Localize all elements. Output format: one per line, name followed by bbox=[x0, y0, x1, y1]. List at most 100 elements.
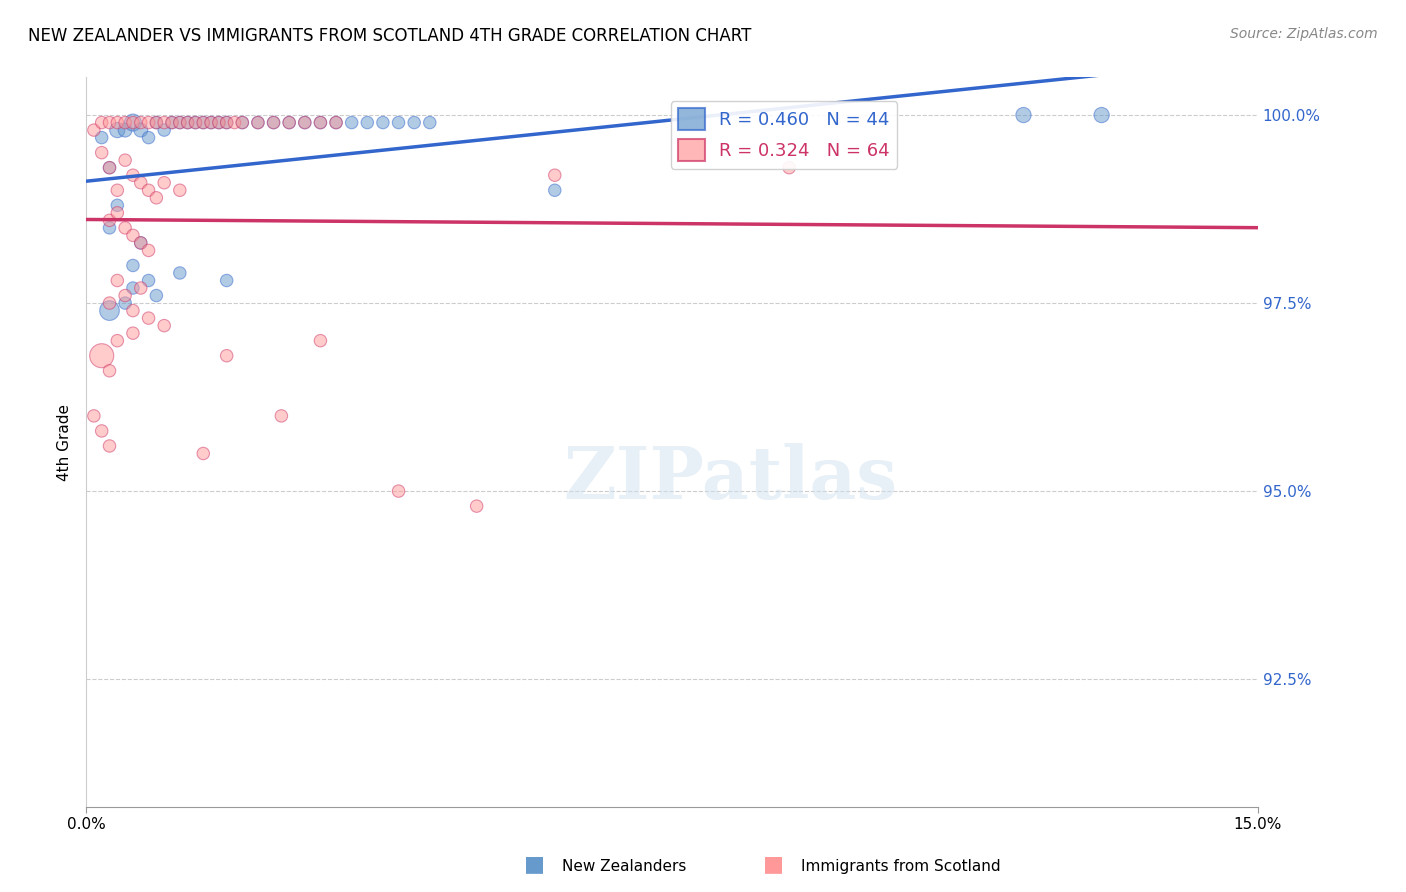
Point bbox=[129, 235, 152, 250]
Point bbox=[215, 273, 238, 287]
Point bbox=[224, 115, 246, 129]
Point bbox=[176, 115, 198, 129]
Point bbox=[263, 115, 285, 129]
Point bbox=[138, 130, 160, 145]
Point bbox=[340, 115, 363, 129]
Text: ■: ■ bbox=[524, 855, 544, 874]
Point bbox=[114, 288, 136, 302]
Point bbox=[98, 213, 121, 227]
Point bbox=[122, 303, 145, 318]
Point bbox=[122, 228, 145, 243]
Point bbox=[114, 115, 136, 129]
Point bbox=[1091, 108, 1114, 122]
Point bbox=[105, 115, 128, 129]
Point bbox=[176, 115, 198, 129]
Point bbox=[122, 115, 145, 129]
Point bbox=[208, 115, 231, 129]
Point bbox=[465, 499, 488, 513]
Point bbox=[145, 115, 167, 129]
Point bbox=[278, 115, 301, 129]
Point bbox=[98, 303, 121, 318]
Legend: R = 0.460   N = 44, R = 0.324   N = 64: R = 0.460 N = 44, R = 0.324 N = 64 bbox=[671, 101, 897, 169]
Point bbox=[309, 115, 332, 129]
Point bbox=[138, 183, 160, 197]
Point bbox=[263, 115, 285, 129]
Point bbox=[544, 168, 567, 182]
Point bbox=[138, 244, 160, 258]
Point bbox=[153, 123, 176, 137]
Point bbox=[184, 115, 207, 129]
Point bbox=[122, 281, 145, 295]
Point bbox=[778, 161, 800, 175]
Point bbox=[169, 266, 191, 280]
Text: New Zealanders: New Zealanders bbox=[562, 859, 686, 874]
Point bbox=[371, 115, 394, 129]
Point bbox=[138, 311, 160, 326]
Point bbox=[270, 409, 292, 423]
Point bbox=[544, 183, 567, 197]
Point bbox=[387, 484, 409, 499]
Point bbox=[98, 115, 121, 129]
Point bbox=[193, 115, 215, 129]
Point bbox=[98, 161, 121, 175]
Point bbox=[153, 115, 176, 129]
Point bbox=[208, 115, 231, 129]
Text: NEW ZEALANDER VS IMMIGRANTS FROM SCOTLAND 4TH GRADE CORRELATION CHART: NEW ZEALANDER VS IMMIGRANTS FROM SCOTLAN… bbox=[28, 27, 751, 45]
Text: ZIPatlas: ZIPatlas bbox=[564, 443, 897, 514]
Point bbox=[153, 176, 176, 190]
Point bbox=[169, 115, 191, 129]
Point bbox=[356, 115, 378, 129]
Text: Immigrants from Scotland: Immigrants from Scotland bbox=[801, 859, 1001, 874]
Point bbox=[83, 409, 105, 423]
Point bbox=[98, 220, 121, 235]
Point bbox=[419, 115, 441, 129]
Point bbox=[129, 115, 152, 129]
Point bbox=[193, 446, 215, 460]
Point bbox=[215, 349, 238, 363]
Point bbox=[105, 273, 128, 287]
Point bbox=[145, 115, 167, 129]
Point bbox=[138, 115, 160, 129]
Point bbox=[98, 439, 121, 453]
Point bbox=[309, 115, 332, 129]
Point bbox=[145, 191, 167, 205]
Point bbox=[83, 123, 105, 137]
Point bbox=[129, 176, 152, 190]
Point bbox=[129, 235, 152, 250]
Point bbox=[90, 424, 112, 438]
Point bbox=[105, 123, 128, 137]
Point bbox=[114, 220, 136, 235]
Point bbox=[90, 130, 112, 145]
Point bbox=[387, 115, 409, 129]
Point bbox=[90, 349, 112, 363]
Point bbox=[90, 115, 112, 129]
Text: Source: ZipAtlas.com: Source: ZipAtlas.com bbox=[1230, 27, 1378, 41]
Point bbox=[122, 115, 145, 129]
Point bbox=[90, 145, 112, 160]
Point bbox=[105, 206, 128, 220]
Point bbox=[114, 123, 136, 137]
Point bbox=[160, 115, 183, 129]
Point bbox=[114, 296, 136, 310]
Point bbox=[129, 123, 152, 137]
Point bbox=[294, 115, 316, 129]
Point bbox=[309, 334, 332, 348]
Point bbox=[246, 115, 269, 129]
Point bbox=[160, 115, 183, 129]
Point bbox=[98, 364, 121, 378]
Point bbox=[122, 259, 145, 273]
Point bbox=[325, 115, 347, 129]
Point bbox=[105, 334, 128, 348]
Y-axis label: 4th Grade: 4th Grade bbox=[58, 404, 72, 481]
Point bbox=[145, 288, 167, 302]
Point bbox=[122, 326, 145, 340]
Point bbox=[193, 115, 215, 129]
Point bbox=[325, 115, 347, 129]
Point bbox=[231, 115, 253, 129]
Point bbox=[278, 115, 301, 129]
Point bbox=[129, 281, 152, 295]
Point bbox=[114, 153, 136, 168]
Point bbox=[98, 161, 121, 175]
Point bbox=[184, 115, 207, 129]
Point bbox=[215, 115, 238, 129]
